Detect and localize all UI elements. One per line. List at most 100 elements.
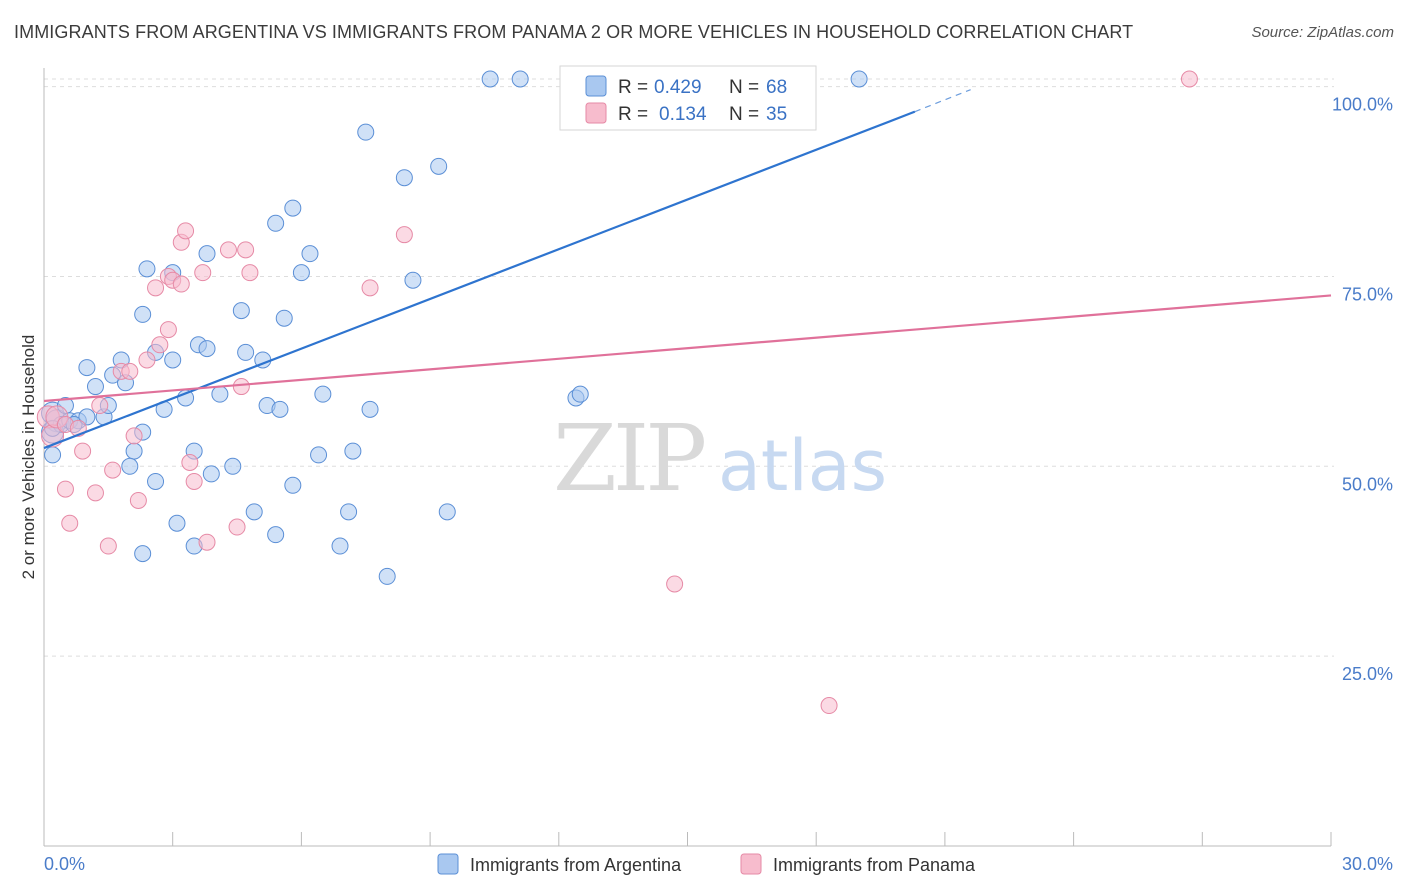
panama-point xyxy=(86,484,104,502)
argentina-point xyxy=(237,343,255,361)
argentina-point xyxy=(164,351,182,369)
panama-point xyxy=(361,279,379,297)
chart-source: Source: ZipAtlas.com xyxy=(1251,24,1394,41)
argentina-point xyxy=(134,545,152,563)
argentina-point xyxy=(224,457,242,475)
argentina-point xyxy=(481,70,499,88)
argentina-point xyxy=(292,264,310,282)
legend-n-label-panama: N = xyxy=(729,104,759,125)
panama-point xyxy=(185,472,203,490)
panama-point xyxy=(121,362,139,380)
panama-point xyxy=(74,442,92,460)
panama-point xyxy=(99,537,117,555)
panama-point xyxy=(104,461,122,479)
panama-point xyxy=(232,378,250,396)
watermark-atlas: atlas xyxy=(718,425,887,507)
argentina-point xyxy=(232,302,250,320)
argentina-point xyxy=(404,271,422,289)
argentina-point xyxy=(44,446,62,464)
panama-point xyxy=(61,514,79,532)
chart-title: IMMIGRANTS FROM ARGENTINA VS IMMIGRANTS … xyxy=(14,22,1134,42)
argentina-point xyxy=(267,214,285,232)
panama-point xyxy=(56,480,74,498)
argentina-point xyxy=(134,305,152,323)
trendline-panama xyxy=(43,294,1332,403)
trendline-argentina-extension xyxy=(914,89,971,113)
legend-r-label-panama: R = xyxy=(618,104,648,125)
argentina-point xyxy=(78,359,96,377)
gridlines xyxy=(44,78,1334,657)
bottom-legend-swatch-panama xyxy=(740,853,762,875)
argentina-point xyxy=(275,309,293,327)
argentina-point xyxy=(245,503,263,521)
legend-swatch-argentina xyxy=(585,75,607,97)
y-tick-label-50: 50.0% xyxy=(1342,474,1393,494)
trend-lines xyxy=(43,89,1332,450)
x-tick-labels: 0.0% 30.0% xyxy=(44,854,1393,874)
argentina-point xyxy=(284,199,302,217)
panama-point xyxy=(228,518,246,536)
trendline-argentina xyxy=(43,110,916,450)
argentina-point xyxy=(86,378,104,396)
argentina-point xyxy=(357,123,375,141)
panama-point xyxy=(129,491,147,509)
panama-point xyxy=(159,321,177,339)
argentina-point xyxy=(168,514,186,532)
legend-r-label-argentina: R = xyxy=(618,77,648,98)
panama-point xyxy=(177,222,195,240)
argentina-point xyxy=(147,472,165,490)
legend-n-value-panama: 35 xyxy=(766,104,787,125)
panama-point xyxy=(125,427,143,445)
argentina-point xyxy=(271,400,289,418)
argentina-point xyxy=(340,503,358,521)
panama-point xyxy=(198,533,216,551)
series-panama-points xyxy=(36,70,1198,715)
argentina-point xyxy=(121,457,139,475)
argentina-point xyxy=(267,526,285,544)
argentina-point xyxy=(511,70,529,88)
legend-r-value-argentina: 0.429 xyxy=(654,77,702,98)
argentina-point xyxy=(344,442,362,460)
argentina-point xyxy=(395,169,413,187)
legend-n-value-argentina: 68 xyxy=(766,77,787,98)
argentina-point xyxy=(361,400,379,418)
x-minor-ticks xyxy=(172,832,1332,846)
argentina-point xyxy=(571,385,589,403)
panama-point xyxy=(237,241,255,259)
argentina-point xyxy=(125,442,143,460)
panama-point xyxy=(172,275,190,293)
y-tick-label-100: 100.0% xyxy=(1332,95,1393,115)
bottom-legend-label-panama: Immigrants from Panama xyxy=(773,855,976,875)
y-tick-labels: 25.0% 50.0% 75.0% 100.0% xyxy=(1332,95,1393,685)
argentina-point xyxy=(78,408,96,426)
argentina-point xyxy=(850,70,868,88)
panama-point xyxy=(151,336,169,354)
argentina-point xyxy=(430,157,448,175)
bottom-legend-swatch-argentina xyxy=(437,853,459,875)
argentina-point xyxy=(211,385,229,403)
panama-point xyxy=(138,351,156,369)
panama-point xyxy=(91,397,109,415)
x-tick-label-30: 30.0% xyxy=(1342,854,1393,874)
bottom-legend-label-argentina: Immigrants from Argentina xyxy=(470,855,682,875)
panama-point xyxy=(1180,70,1198,88)
argentina-point xyxy=(284,476,302,494)
panama-point xyxy=(395,226,413,244)
panama-point xyxy=(666,575,684,593)
argentina-point xyxy=(331,537,349,555)
panama-point xyxy=(181,454,199,471)
argentina-point xyxy=(314,385,332,403)
correlation-legend: R = 0.429 N = 68 R = 0.134 N = 35 xyxy=(559,65,817,131)
argentina-point xyxy=(202,465,220,483)
legend-r-value-panama: 0.134 xyxy=(659,104,707,125)
panama-point xyxy=(147,279,165,297)
panama-point xyxy=(219,241,237,259)
legend-n-label-argentina: N = xyxy=(729,77,759,98)
x-tick-label-0: 0.0% xyxy=(44,854,85,874)
argentina-point xyxy=(378,567,396,585)
panama-point xyxy=(820,697,838,715)
panama-point xyxy=(241,264,259,282)
y-axis-label: 2 or more Vehicles in Household xyxy=(19,335,38,580)
series-legend: Immigrants from Argentina Immigrants fro… xyxy=(437,853,976,875)
